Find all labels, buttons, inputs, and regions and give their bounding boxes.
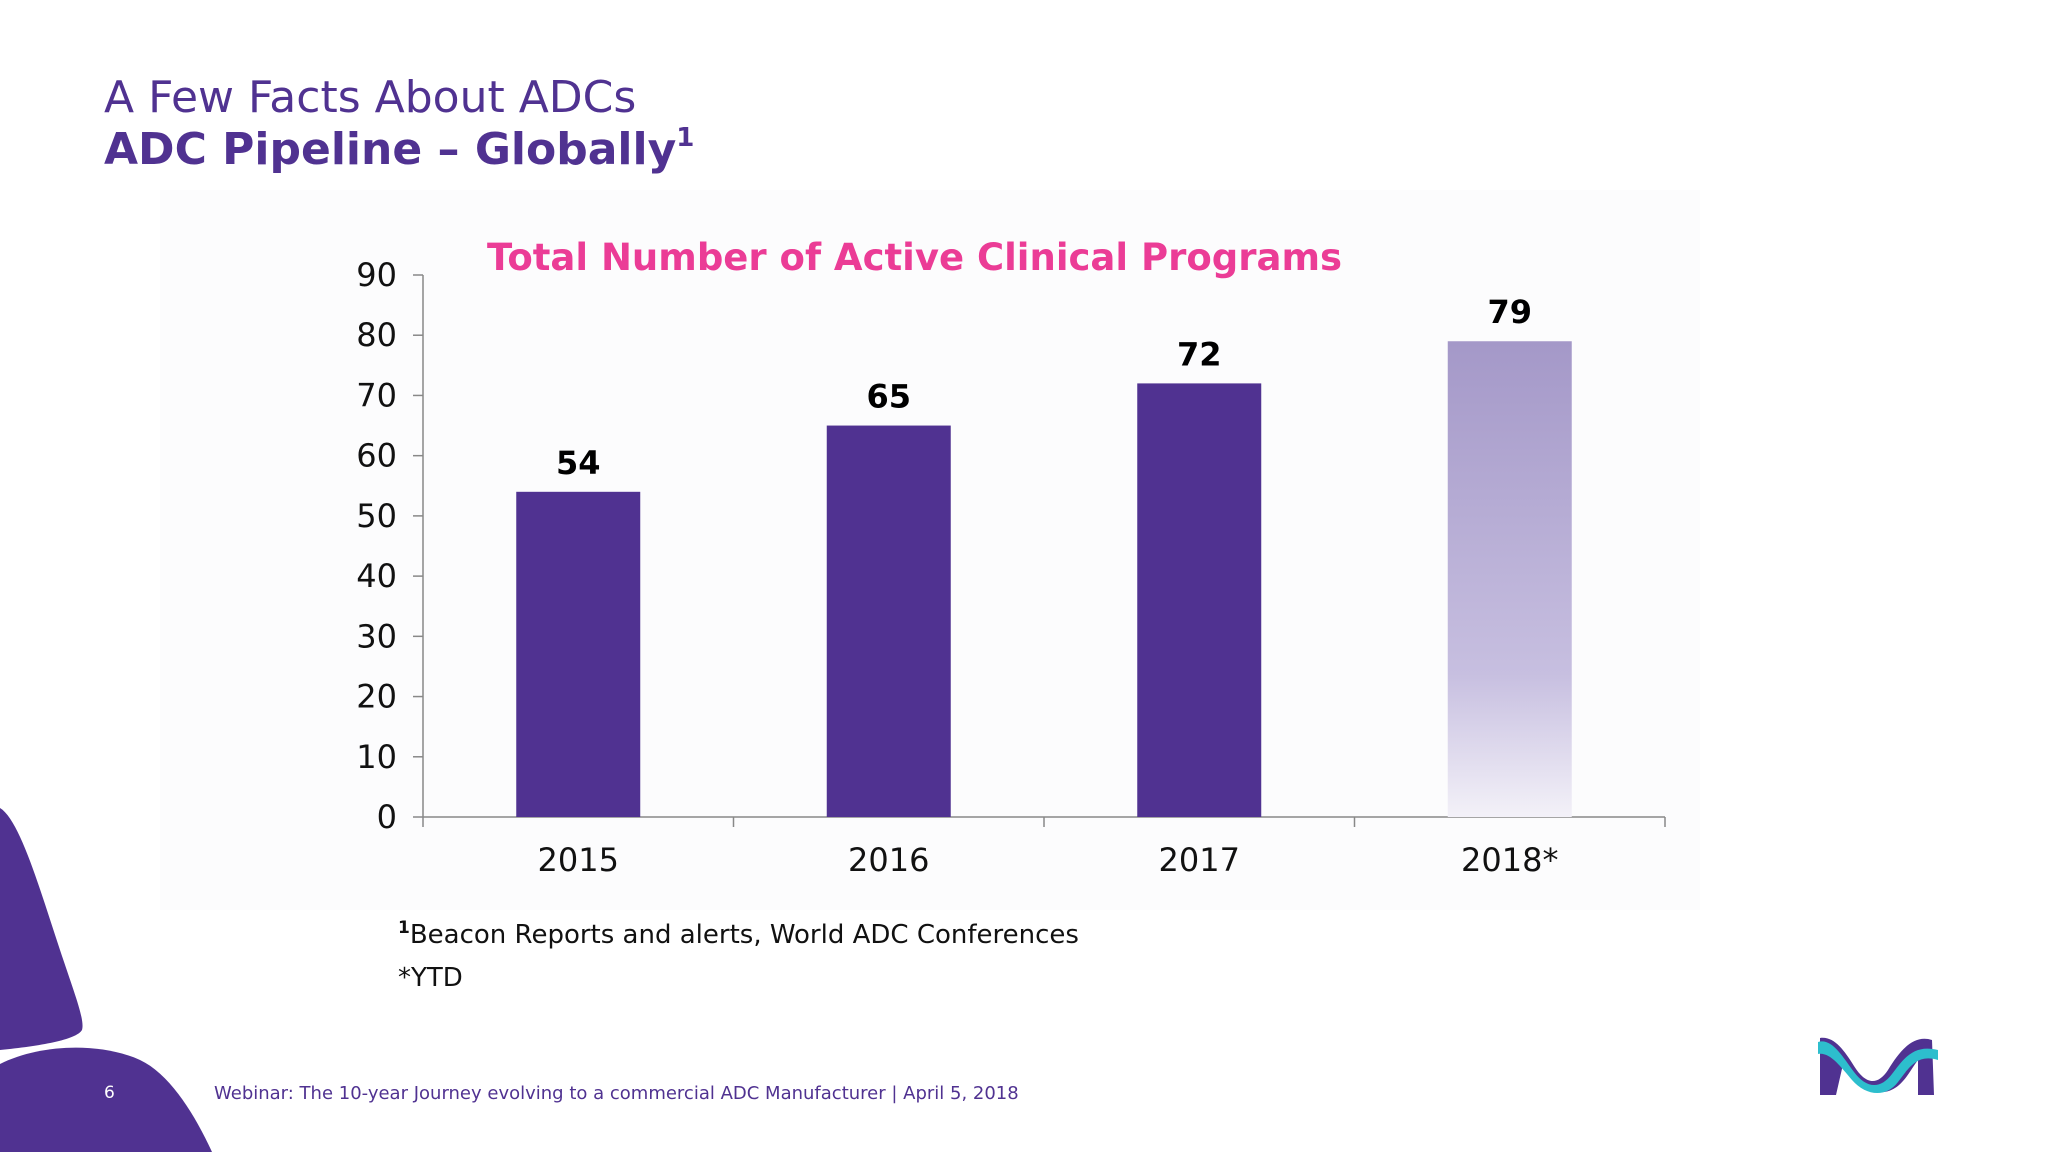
bar (1137, 383, 1262, 817)
bar (516, 491, 641, 817)
x-tick-label: 2016 (848, 841, 929, 879)
y-tick-label: 0 (377, 798, 397, 836)
data-label: 79 (1487, 293, 1532, 331)
data-label: 72 (1177, 335, 1222, 373)
x-tick-label: 2018* (1461, 841, 1558, 879)
x-tick-label: 2017 (1159, 841, 1240, 879)
chart-title: Total Number of Active Clinical Programs (487, 236, 1342, 279)
y-tick-label: 10 (356, 738, 397, 776)
bar (826, 425, 951, 817)
slide-title: A Few Facts About ADCs (104, 72, 637, 123)
y-tick-label: 20 (356, 678, 397, 716)
footnote-marker: 1 (398, 918, 410, 938)
page-number: 6 (104, 1083, 115, 1103)
chart-canvas: Total Number of Active Clinical Programs… (356, 236, 1666, 879)
y-tick-label: 60 (356, 437, 397, 475)
data-label: 65 (866, 378, 911, 416)
subtitle-footnote-marker: 1 (676, 123, 695, 153)
footnote-ytd: *YTD (398, 963, 463, 993)
bar-chart: Total Number of Active Clinical Programs… (160, 190, 1700, 910)
data-label: 54 (556, 444, 601, 482)
y-tick-label: 40 (356, 557, 397, 595)
slide-subtitle-text: ADC Pipeline – Globally (104, 124, 677, 175)
bar (1447, 341, 1572, 817)
footnote-source-text: Beacon Reports and alerts, World ADC Con… (409, 920, 1079, 950)
x-tick-label: 2015 (538, 841, 619, 879)
y-tick-label: 80 (356, 316, 397, 354)
brand-logo (1818, 1037, 1938, 1095)
slide-subtitle: ADC Pipeline – Globally1 (104, 124, 694, 175)
y-tick-label: 50 (356, 497, 397, 535)
y-tick-label: 70 (356, 376, 397, 414)
y-tick-label: 30 (356, 617, 397, 655)
footer-text: Webinar: The 10-year Journey evolving to… (214, 1083, 1019, 1104)
y-tick-label: 90 (356, 256, 397, 294)
decorative-blob (0, 808, 212, 1152)
footnote-source: 1Beacon Reports and alerts, World ADC Co… (398, 918, 1079, 951)
